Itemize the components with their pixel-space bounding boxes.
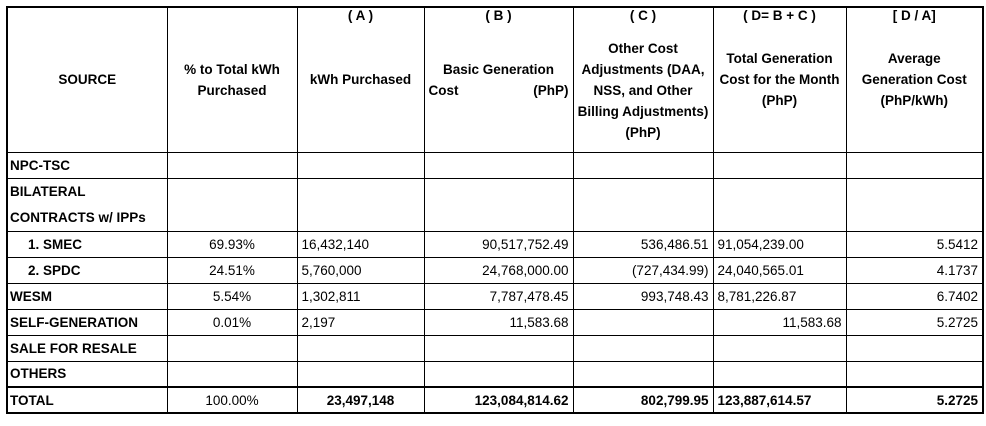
cell-avg: 5.2725 (845, 386, 984, 414)
table-row: 1. SMEC 69.93% 16,432,140 90,517,752.49 … (6, 230, 984, 258)
header-row: SOURCE % to Total kWh Purchased ( A ) kW… (6, 6, 984, 153)
cell-kwh: 2,197 (296, 308, 425, 336)
row-source: 2. SPDC (6, 256, 168, 284)
cell-empty (845, 360, 984, 388)
cell-kwh: 5,760,000 (296, 256, 425, 284)
cell-other: 993,748.43 (572, 282, 714, 310)
cell-other (572, 308, 714, 336)
cell-empty (423, 360, 574, 388)
cell-avg: 4.1737 (845, 256, 984, 284)
cell-avg: 5.2725 (845, 308, 984, 336)
row-source-line1: BILATERAL (10, 183, 86, 199)
cell-avg: 6.7402 (845, 282, 984, 310)
header-total-cost: ( D= B + C ) Total Generation Cost for t… (712, 6, 847, 153)
cell-percent: 5.54% (166, 282, 298, 310)
header-kwh-label: kWh Purchased (309, 72, 412, 87)
cell-avg: 5.5412 (845, 230, 984, 258)
header-kwh-letter: ( A ) (347, 8, 374, 23)
cell-empty (296, 177, 425, 232)
header-basic-letter: ( B ) (485, 8, 512, 23)
header-other-letter: ( C ) (629, 8, 657, 23)
table-row: SELF-GENERATION 0.01% 2,197 11,583.68 11… (6, 308, 984, 336)
cell-empty (712, 334, 847, 362)
header-percent: % to Total kWh Purchased (166, 6, 298, 153)
cell-empty (845, 177, 984, 232)
cell-empty (572, 334, 714, 362)
header-avg-label: Average Generation Cost (PhP/kWh) (861, 51, 967, 108)
total-row: TOTAL 100.00% 23,497,148 123,084,814.62 … (6, 386, 984, 414)
table-row: NPC-TSC (6, 151, 984, 179)
cell-empty (423, 334, 574, 362)
table-row: OTHERS (6, 360, 984, 388)
header-total-letter: ( D= B + C ) (743, 8, 816, 23)
cell-other: 536,486.51 (572, 230, 714, 258)
row-source: SELF-GENERATION (6, 308, 168, 336)
cell-basic: 24,768,000.00 (423, 256, 574, 284)
cell-basic: 11,583.68 (423, 308, 574, 336)
cell-basic: 7,787,478.45 (423, 282, 574, 310)
table-row: SALE FOR RESALE (6, 334, 984, 362)
cell-kwh: 16,432,140 (296, 230, 425, 258)
header-source: SOURCE (6, 6, 168, 153)
cell-other: (727,434.99) (572, 256, 714, 284)
cell-percent: 0.01% (166, 308, 298, 336)
row-source: NPC-TSC (6, 151, 168, 179)
cell-total: 11,583.68 (712, 308, 847, 336)
cell-percent: 100.00% (166, 386, 298, 414)
cell-percent: 24.51% (166, 256, 298, 284)
header-other-label: Other Cost Adjustments (DAA, NSS, and Ot… (577, 41, 709, 140)
cell-kwh: 23,497,148 (296, 386, 425, 414)
header-basic-line1: Basic Generation (442, 61, 555, 77)
header-kwh: ( A ) kWh Purchased (296, 6, 425, 153)
header-basic-line2b: (PhP) (533, 82, 569, 98)
cell-empty (423, 151, 574, 179)
cell-empty (296, 151, 425, 179)
generation-cost-table: SOURCE % to Total kWh Purchased ( A ) kW… (6, 6, 984, 414)
cell-empty (712, 177, 847, 232)
cell-empty (845, 151, 984, 179)
row-source: BILATERAL CONTRACTS w/ IPPs (6, 177, 168, 232)
cell-empty (166, 360, 298, 388)
cell-total: 91,054,239.00 (712, 230, 847, 258)
cell-percent: 69.93% (166, 230, 298, 258)
row-source: OTHERS (6, 360, 168, 388)
cell-empty (572, 360, 714, 388)
cell-basic: 123,084,814.62 (423, 386, 574, 414)
cell-empty (166, 151, 298, 179)
header-basic-line2a: Cost (428, 82, 459, 98)
cell-empty (423, 177, 574, 232)
row-source-line2: CONTRACTS w/ IPPs (10, 209, 146, 225)
cell-empty (845, 334, 984, 362)
cell-empty (712, 360, 847, 388)
cell-other: 802,799.95 (572, 386, 714, 414)
row-source: TOTAL (6, 386, 168, 414)
header-total-label: Total Generation Cost for the Month (PhP… (719, 51, 840, 108)
row-source: 1. SMEC (6, 230, 168, 258)
cell-empty (572, 151, 714, 179)
header-other-cost: ( C ) Other Cost Adjustments (DAA, NSS, … (572, 6, 714, 153)
header-basic-cost: ( B ) Basic Generation Cost (PhP) (423, 6, 574, 153)
cell-empty (712, 151, 847, 179)
cell-basic: 90,517,752.49 (423, 230, 574, 258)
cell-empty (166, 334, 298, 362)
cell-total: 8,781,226.87 (712, 282, 847, 310)
header-avg-cost: [ D / A] Average Generation Cost (PhP/kW… (845, 6, 984, 153)
table-row: BILATERAL CONTRACTS w/ IPPs (6, 177, 984, 232)
row-source: SALE FOR RESALE (6, 334, 168, 362)
cell-total: 123,887,614.57 (712, 386, 847, 414)
cell-kwh: 1,302,811 (296, 282, 425, 310)
cell-total: 24,040,565.01 (712, 256, 847, 284)
table-row: WESM 5.54% 1,302,811 7,787,478.45 993,74… (6, 282, 984, 310)
cell-empty (296, 360, 425, 388)
header-avg-letter: [ D / A] (892, 8, 936, 23)
row-source: WESM (6, 282, 168, 310)
cell-empty (166, 177, 298, 232)
table-row: 2. SPDC 24.51% 5,760,000 24,768,000.00 (… (6, 256, 984, 284)
cell-empty (296, 334, 425, 362)
cell-empty (572, 177, 714, 232)
